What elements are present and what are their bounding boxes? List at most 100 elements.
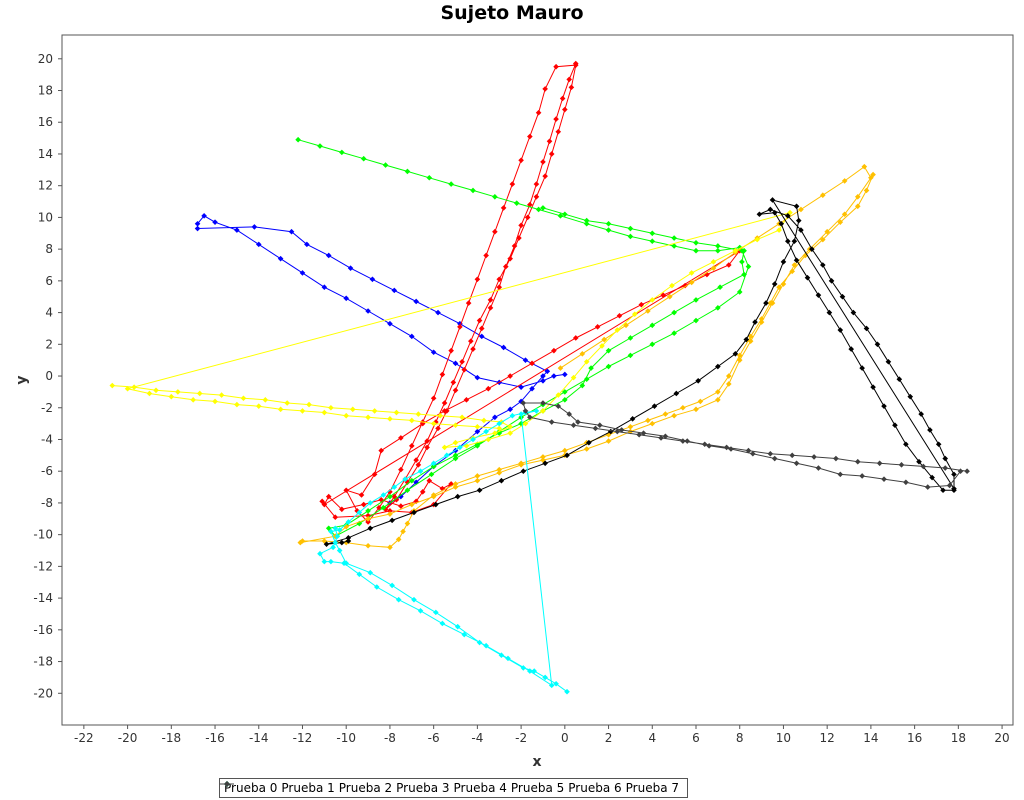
data-point (811, 454, 817, 460)
data-point (583, 358, 590, 365)
data-point (452, 452, 459, 459)
data-point (356, 509, 363, 516)
data-point (507, 423, 513, 430)
data-point (553, 63, 559, 70)
data-point (701, 441, 708, 448)
data-point (476, 317, 483, 324)
data-point (771, 209, 778, 216)
data-point (605, 227, 612, 233)
data-point (542, 674, 548, 681)
data-point (527, 668, 533, 674)
data-point (662, 433, 669, 440)
data-point (527, 201, 533, 208)
data-point (540, 454, 546, 460)
data-point (649, 420, 656, 427)
data-point (588, 365, 594, 371)
data-point (918, 411, 924, 417)
x-tick-label: 10 (776, 731, 791, 745)
data-point (433, 609, 439, 616)
data-point (439, 620, 446, 627)
data-point (175, 389, 181, 395)
data-point (745, 263, 752, 270)
data-point (457, 444, 463, 451)
data-point (365, 515, 371, 522)
data-point (942, 465, 949, 471)
data-point (916, 458, 922, 465)
data-point (725, 262, 732, 268)
data-point (343, 295, 350, 302)
data-point (474, 276, 481, 283)
y-tick-label: -14 (33, 591, 53, 605)
data-point (470, 346, 476, 352)
data-point (398, 503, 404, 509)
data-point (323, 541, 330, 547)
x-tick-label: -4 (471, 731, 483, 745)
data-point (795, 217, 802, 224)
data-point (496, 420, 503, 427)
data-point (579, 382, 586, 389)
x-tick-label: 18 (951, 731, 966, 745)
data-point (951, 471, 957, 478)
data-point (487, 305, 494, 311)
data-point (570, 374, 577, 381)
data-point (457, 324, 463, 330)
data-point (885, 358, 892, 365)
data-point (564, 688, 570, 695)
legend-item: Prueba 2 (220, 781, 392, 795)
data-point (896, 376, 903, 383)
x-tick-label: 4 (648, 731, 656, 745)
data-point (470, 436, 476, 443)
data-point (924, 484, 931, 490)
series-1 (319, 60, 743, 525)
data-point (354, 508, 360, 514)
data-point (780, 281, 787, 287)
data-point (365, 414, 371, 421)
data-point (339, 149, 345, 156)
data-point (317, 143, 323, 149)
data-point (940, 487, 946, 494)
data-point (605, 220, 612, 227)
data-point (524, 214, 531, 221)
data-point (321, 558, 328, 565)
data-point (594, 324, 601, 330)
x-tick-label: -10 (336, 731, 356, 745)
data-point (474, 443, 481, 449)
data-point (723, 444, 730, 451)
data-point (343, 412, 350, 419)
data-point (863, 325, 870, 332)
data-point (360, 155, 367, 162)
data-point (306, 401, 312, 408)
data-point (367, 525, 374, 532)
data-point (747, 333, 754, 340)
data-point (452, 455, 459, 462)
data-point (769, 197, 776, 203)
data-point (697, 398, 704, 405)
data-point (513, 200, 520, 206)
data-point (750, 450, 756, 457)
data-point (518, 384, 524, 390)
legend-label: Prueba 6 (568, 781, 622, 795)
data-point (325, 493, 332, 500)
data-point (332, 514, 339, 521)
data-point (671, 330, 677, 337)
data-point (542, 173, 548, 179)
data-point (562, 371, 568, 378)
data-point (651, 403, 658, 409)
data-point (328, 404, 334, 411)
data-point (481, 417, 487, 424)
data-point (474, 374, 481, 381)
data-point (483, 642, 489, 649)
data-point (957, 468, 964, 475)
data-point (736, 357, 743, 363)
y-tick-label: 4 (45, 306, 53, 320)
data-point (496, 425, 503, 432)
axis-ticks: -22 -20 -18 -16 -14 -12 -10 -8 -6 -4 -2 0 2 4 6 8 10 12 14… (33, 52, 1009, 745)
data-point (441, 444, 448, 451)
data-point (522, 408, 529, 414)
data-point (439, 371, 446, 378)
data-point (474, 423, 481, 430)
data-point (415, 462, 422, 468)
data-point (345, 519, 352, 525)
data-point (452, 422, 459, 429)
data-point (572, 62, 579, 68)
